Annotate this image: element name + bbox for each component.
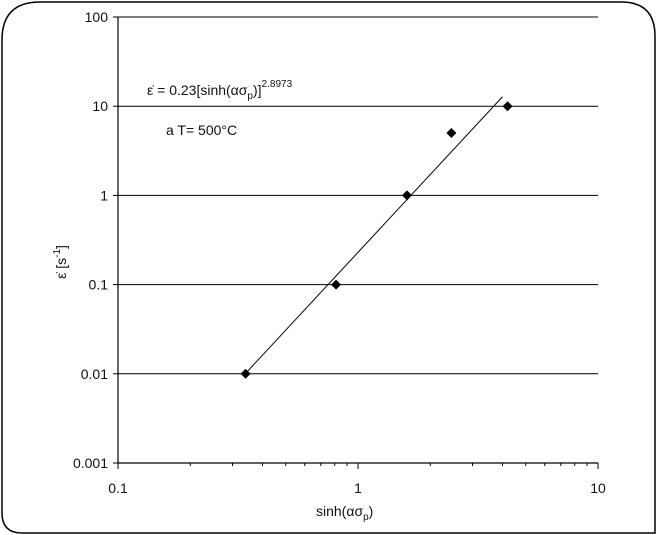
x-axis-title-close: ): [369, 503, 374, 519]
data-point-3: [446, 128, 457, 139]
fit-line: [245, 96, 503, 374]
y-axis-title-superscript: -1: [52, 249, 63, 258]
y-tick-label-5: 100: [85, 9, 109, 25]
equation-main: ε̇ = 0.23[sinh(ασ: [147, 82, 248, 98]
y-tick-label-4: 10: [92, 98, 108, 114]
y-tick-label-1: 0.01: [81, 366, 108, 382]
x-tick-label-1: 1: [354, 480, 362, 496]
y-axis-title-close: ]: [53, 245, 69, 249]
x-axis-title: sinh(ασp): [316, 503, 373, 523]
equation-subscript: p: [247, 91, 253, 102]
tick-marks: [113, 16, 599, 469]
x-tick-label-2: 10: [590, 480, 606, 496]
data-point-2: [401, 190, 412, 201]
x-tick-label-0: 0.1: [108, 480, 128, 496]
y-axis-title: ε̇ [s-1]: [52, 245, 69, 279]
equation-exponent: 2.8973: [262, 79, 293, 90]
data-points: [240, 101, 513, 379]
x-axis-title-subscript: p: [363, 512, 369, 523]
data-point-0: [240, 368, 251, 379]
y-tick-label-2: 0.1: [89, 277, 109, 293]
fit-line-layer: [245, 96, 503, 374]
condition-annotation: a T= 500°C: [166, 122, 237, 138]
y-tick-label-3: 1: [100, 187, 108, 203]
y-axis-title-main: ε̇ [s: [53, 258, 69, 279]
equation-close: )]: [253, 82, 262, 98]
data-point-1: [331, 279, 342, 290]
equation-annotation: ε̇ = 0.23[sinh(ασp)]2.8973: [147, 79, 293, 102]
tick-labels: 0.001 0.01 0.1 1 10 100 0.1 1 10: [73, 9, 606, 496]
y-tick-label-0: 0.001: [73, 455, 108, 471]
data-point-4: [502, 101, 513, 112]
x-axis-title-main: sinh(ασ: [316, 503, 363, 519]
